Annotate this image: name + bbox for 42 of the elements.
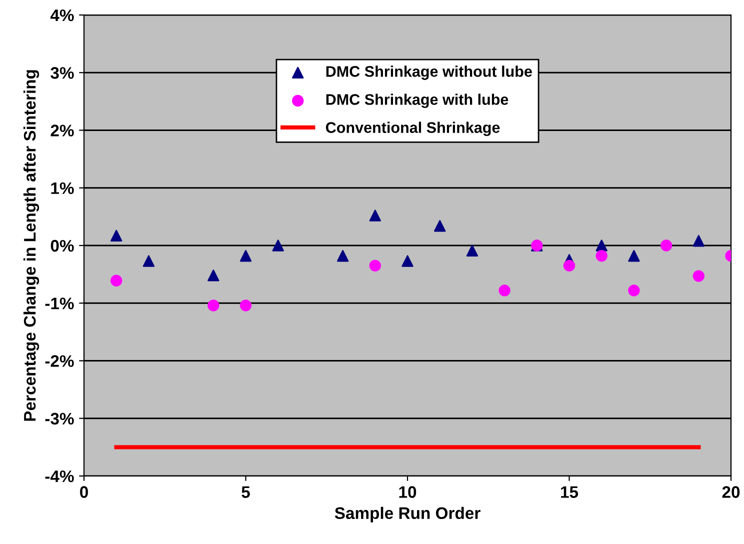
y-tick-label: 4%	[50, 9, 74, 22]
point	[596, 240, 608, 252]
point	[660, 240, 672, 252]
legend-label: Conventional Shrinkage	[326, 122, 500, 136]
x-tick-label: 0	[80, 486, 88, 498]
point	[208, 270, 220, 282]
y-tick-label: 2%	[50, 124, 74, 136]
y-tick-label: -2%	[45, 355, 74, 367]
x-tick-label: 15	[561, 486, 578, 498]
x-tick-label: 10	[399, 486, 416, 498]
y-tick-label: -1%	[45, 298, 74, 310]
point	[628, 250, 640, 262]
point	[466, 244, 478, 257]
point	[240, 300, 252, 312]
point	[110, 230, 122, 242]
point	[272, 240, 284, 252]
y-tick-label: -4%	[45, 470, 74, 482]
point	[692, 235, 704, 247]
point	[240, 250, 252, 262]
point	[208, 300, 220, 312]
y-axis-title: Percentage Change in Length after Sintering	[23, 70, 40, 421]
y-tick-label: 1%	[51, 182, 74, 194]
point	[692, 270, 704, 282]
point	[110, 274, 122, 286]
point	[628, 284, 640, 296]
legend-label: DMC Shrinkage with lube	[326, 94, 508, 108]
x-tick-label: 20	[722, 486, 740, 498]
y-tick-label: 3%	[50, 67, 74, 79]
y-tick-label: 0%	[50, 240, 74, 252]
point	[563, 260, 576, 272]
point	[402, 255, 414, 267]
point	[498, 284, 510, 296]
point	[142, 255, 155, 267]
point	[369, 210, 381, 222]
point	[596, 250, 608, 262]
point	[336, 250, 349, 262]
point	[434, 220, 446, 232]
legend-label: DMC Shrinkage without lube	[326, 66, 532, 80]
x-axis-title: Sample Run Order	[334, 506, 480, 522]
point	[369, 260, 381, 272]
y-tick-label: -3%	[45, 412, 74, 425]
x-tick-label: 5	[242, 486, 250, 498]
